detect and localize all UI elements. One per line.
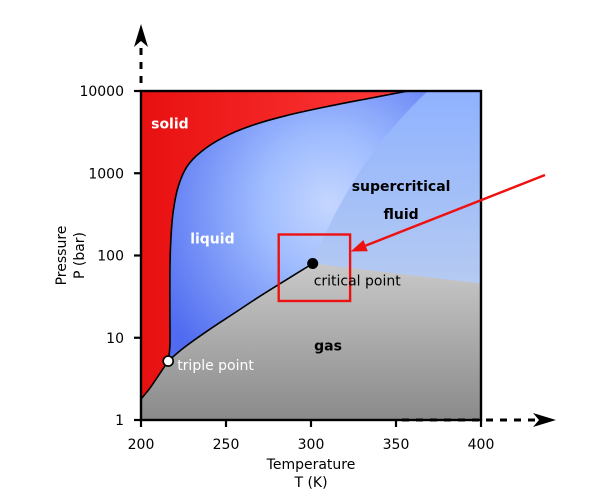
x-axis-label-line2: T (K): [293, 475, 327, 491]
y-tick-label-3: 1000: [88, 166, 124, 182]
x-tick-label-1: 250: [213, 437, 240, 453]
x-tick-label-0: 200: [128, 437, 155, 453]
y-tick-label-2: 100: [97, 249, 124, 265]
critical-point-marker: [307, 257, 319, 269]
liquid-label: liquid: [190, 232, 234, 248]
x-tick-label-4: 400: [468, 437, 495, 453]
y-axis-label-line2: P (bar): [72, 232, 88, 279]
gas-region: [141, 263, 481, 420]
critical-point-label: critical point: [314, 273, 402, 289]
red-arrow: [365, 173, 546, 247]
x-tick-label-3: 350: [383, 437, 410, 453]
red-arrow-head: [350, 240, 368, 252]
triple-point-marker: [162, 355, 174, 367]
y-axis-label: Pressure P (bar): [54, 226, 88, 286]
y-axis-label-line1: Pressure: [54, 226, 70, 286]
fluid-label: fluid: [384, 207, 419, 223]
liquid-region: [168, 91, 428, 362]
vaporization-curve: [167, 262, 314, 362]
x-tick-label-2: 300: [298, 437, 325, 453]
y-tick-label-0: 1: [115, 413, 124, 429]
solid-label: solid: [151, 117, 189, 133]
solid-region: [141, 91, 408, 420]
y-tick-label-4: 10000: [79, 84, 124, 100]
x-axis-extension-arrow: [402, 413, 556, 427]
sublimation-curve: [140, 360, 169, 400]
y-axis-extension-arrow: [134, 24, 148, 83]
supercritical-label: supercritical: [352, 179, 451, 195]
y-tick-label-1: 10: [106, 331, 124, 347]
triple-point-label: triple point: [177, 358, 254, 374]
x-axis-label-line1: Temperature: [266, 457, 356, 473]
critical-point-highlight-box: [277, 233, 352, 303]
axis-ticks: 200 250 300 350 400 1 10 100 1000 10000: [79, 84, 494, 453]
gas-label: gas: [314, 339, 342, 355]
melting-curve: [167, 90, 409, 362]
